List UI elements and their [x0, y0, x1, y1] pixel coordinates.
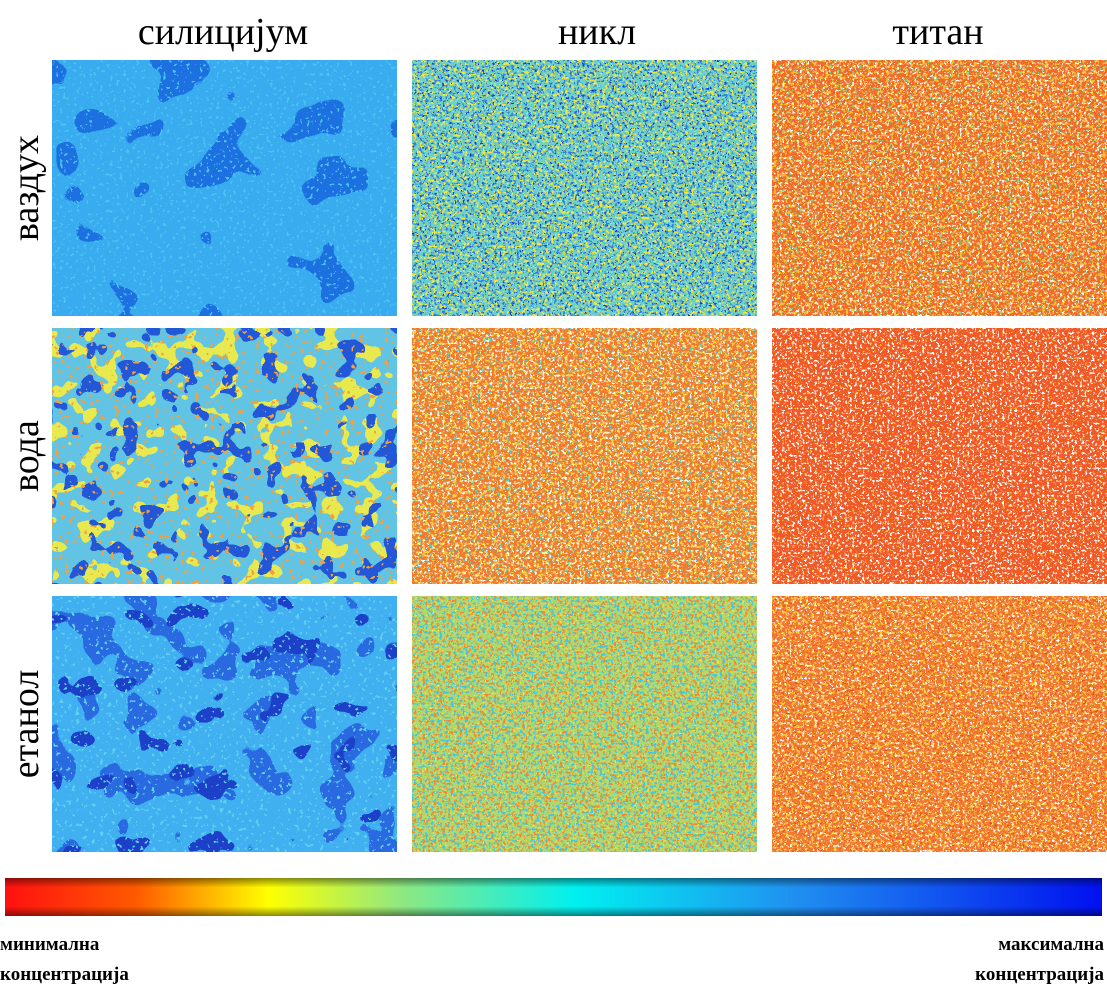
map-texture — [412, 328, 757, 584]
map-texture — [412, 596, 757, 852]
min-label: минимална — [0, 934, 100, 955]
max-label: максимална — [998, 934, 1104, 955]
row-label: етанол — [5, 670, 47, 779]
map-texture — [412, 60, 757, 316]
map-texture — [52, 60, 397, 316]
min-label: концентрација — [0, 964, 129, 985]
colorbar-shade — [5, 878, 1102, 916]
max-label: концентрација — [975, 964, 1104, 985]
map-texture — [772, 596, 1107, 852]
map-texture — [52, 596, 397, 852]
map-texture — [772, 328, 1107, 584]
map-texture — [52, 328, 397, 584]
map-texture — [772, 60, 1107, 316]
row-label: вода — [5, 420, 47, 492]
column-header: титан — [892, 11, 983, 53]
column-header: никл — [558, 11, 636, 53]
row-label: ваздух — [5, 135, 47, 241]
column-header: силицијум — [138, 11, 308, 53]
